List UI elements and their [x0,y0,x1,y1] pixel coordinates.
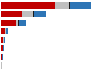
Bar [1,45,2,51]
Bar [1,54,2,60]
Bar [19,20,26,26]
Bar [55,2,69,9]
Bar [4,37,5,43]
Bar [70,2,91,9]
Bar [1,2,55,9]
Bar [1,20,16,26]
Bar [2,45,3,51]
Bar [22,11,33,17]
Bar [3,45,4,51]
Bar [6,28,8,34]
Bar [69,2,70,9]
Bar [1,62,2,69]
Bar [2,54,3,60]
Bar [1,37,3,43]
Bar [18,20,19,26]
Bar [1,11,22,17]
Bar [16,20,18,26]
Bar [1,28,5,34]
Bar [3,37,4,43]
Bar [34,11,46,17]
Bar [33,11,34,17]
Bar [5,28,6,34]
